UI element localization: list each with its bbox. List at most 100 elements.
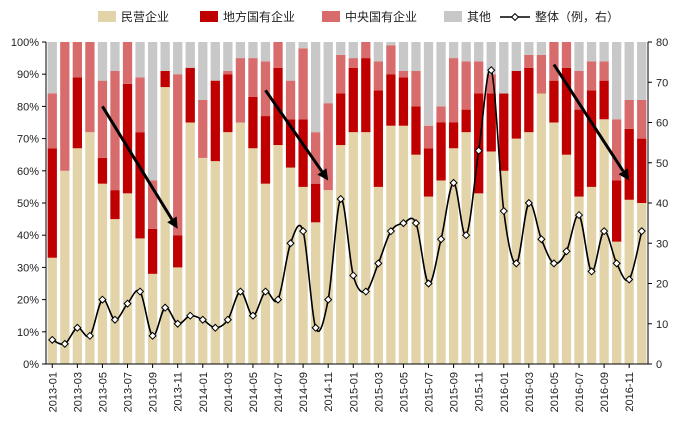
bar-2015-09-series-1: [448, 122, 459, 149]
line-point-2016-12: [637, 227, 646, 236]
bar-2016-09-series-2: [599, 61, 609, 81]
bar-2016-03-series-0: [524, 132, 534, 364]
bar-2014-10-series-1: [311, 183, 321, 223]
bar-2016-03-series-2: [524, 54, 534, 68]
bar-2013-08-series-0: [135, 238, 145, 364]
bar-2014-04-series-3: [235, 42, 246, 59]
x-tick-label: 2014-07: [273, 372, 285, 412]
y-right-tick-label: 0: [656, 359, 662, 371]
line-point-2016-05: [549, 259, 559, 268]
line-point-2014-12: [336, 194, 345, 204]
bar-2013-12-series-1: [185, 67, 195, 123]
bar-2014-03-series-0: [223, 132, 233, 364]
x-tick-label: 2013-11: [173, 372, 185, 412]
x-tick-label: 2016-11: [624, 372, 636, 412]
bar-2013-01-series-3: [47, 42, 57, 94]
bar-2013-04-series-0: [85, 132, 95, 364]
legend: 民营企业 地方国有企业 中央国有企业 其他 整体（例，右）: [98, 9, 619, 24]
x-tick-label: 2013-09: [148, 372, 160, 412]
bar-2013-02-series-0: [60, 170, 70, 364]
bar-2014-01-series-0: [198, 157, 208, 364]
bar-2016-01-series-3: [499, 42, 509, 94]
line-point-2013-11: [173, 319, 182, 328]
bar-2013-11-series-1: [173, 235, 183, 268]
bar-2013-09-series-1: [147, 228, 158, 274]
y-right-tick-label: 30: [656, 238, 668, 250]
line-point-2016-09: [599, 227, 609, 236]
bar-2016-11-series-1: [624, 128, 634, 200]
x-tick-label: 2013-03: [72, 372, 84, 412]
legend-swatch-1: [200, 11, 218, 22]
bars: [47, 42, 647, 365]
bar-2014-07-series-2: [273, 42, 283, 68]
bar-2015-06-series-1: [411, 106, 421, 155]
bar-2014-12-series-0: [336, 145, 346, 364]
line-point-2013-10: [161, 303, 170, 312]
bar-2015-06-series-3: [411, 42, 421, 71]
line-point-2015-03: [374, 259, 383, 268]
bar-2014-08-series-0: [285, 167, 296, 364]
line-point-2014-11: [324, 295, 333, 304]
line-point-2013-04: [85, 331, 95, 340]
bar-2014-11-series-0: [323, 190, 333, 364]
line-point-2013-06: [110, 315, 120, 324]
bar-2016-02-series-0: [511, 138, 521, 364]
bar-2016-07-series-1: [574, 109, 584, 197]
legend-line-marker: [510, 12, 520, 22]
bar-2013-09-series-3: [147, 42, 158, 181]
bar-2016-06-series-2: [561, 42, 572, 68]
bar-2015-01-series-0: [348, 132, 358, 364]
bar-2016-01-series-1: [499, 93, 509, 171]
line-point-2014-04: [236, 287, 245, 296]
line-point-2014-05: [248, 311, 258, 320]
bar-2015-01-series-1: [348, 67, 358, 133]
trend-arrow-head-2: [317, 168, 329, 181]
line-point-2014-10: [311, 323, 320, 332]
bar-2015-09-series-0: [448, 148, 459, 364]
x-tick-label: 2014-11: [323, 372, 335, 412]
bar-2016-10-series-3: [612, 42, 622, 120]
y-right-tick-label: 70: [656, 77, 668, 89]
bar-2013-10-series-0: [160, 87, 170, 364]
y-left-tick-label: 100%: [11, 37, 39, 49]
line-point-2014-09: [298, 227, 308, 236]
bar-2015-10-series-3: [461, 42, 471, 62]
bar-2014-01-series-2: [198, 99, 208, 158]
bar-2015-12-series-3: [486, 42, 496, 75]
bar-2016-12-series-2: [637, 99, 647, 139]
bar-2015-05-series-3: [398, 42, 409, 71]
bar-2015-12-series-0: [486, 151, 496, 364]
bar-2016-04-series-3: [536, 42, 547, 55]
bar-2014-08-series-1: [285, 119, 296, 168]
bar-2013-07-series-2: [122, 42, 133, 84]
legend-swatch-0: [98, 11, 116, 22]
bar-2015-03-series-0: [373, 186, 383, 364]
line-point-2016-10: [612, 259, 621, 268]
line-point-2015-10: [462, 231, 471, 240]
bar-2015-01-series-2: [348, 58, 358, 68]
x-tick-label: 2015-05: [398, 372, 410, 412]
bar-2013-03-series-0: [72, 148, 82, 364]
bar-2015-09-series-3: [448, 42, 459, 59]
bar-2014-03-series-2: [223, 70, 233, 75]
bar-2013-06-series-0: [110, 219, 120, 364]
bar-2013-08-series-2: [135, 77, 145, 133]
bar-2016-01-series-0: [499, 170, 509, 364]
bar-2015-11-series-1: [474, 93, 484, 194]
bar-2014-06-series-1: [260, 116, 271, 184]
bar-2014-11-series-2: [323, 103, 333, 191]
bar-2013-07-series-0: [122, 193, 133, 364]
bar-2016-06-series-0: [561, 154, 572, 364]
bar-2015-07-series-1: [423, 148, 434, 197]
bar-2015-04-series-2: [386, 45, 396, 75]
x-tick-label: 2015-03: [373, 372, 385, 412]
bar-2014-12-series-1: [336, 93, 346, 146]
line-point-2016-08: [587, 267, 596, 276]
bar-2015-08-series-3: [436, 42, 446, 107]
y-left-tick-label: 10%: [17, 327, 39, 339]
y-left-tick-label: 40%: [17, 230, 39, 242]
bar-2014-01-series-3: [198, 42, 208, 100]
bar-2016-09-series-0: [599, 119, 609, 364]
bar-2016-12-series-1: [637, 138, 647, 203]
